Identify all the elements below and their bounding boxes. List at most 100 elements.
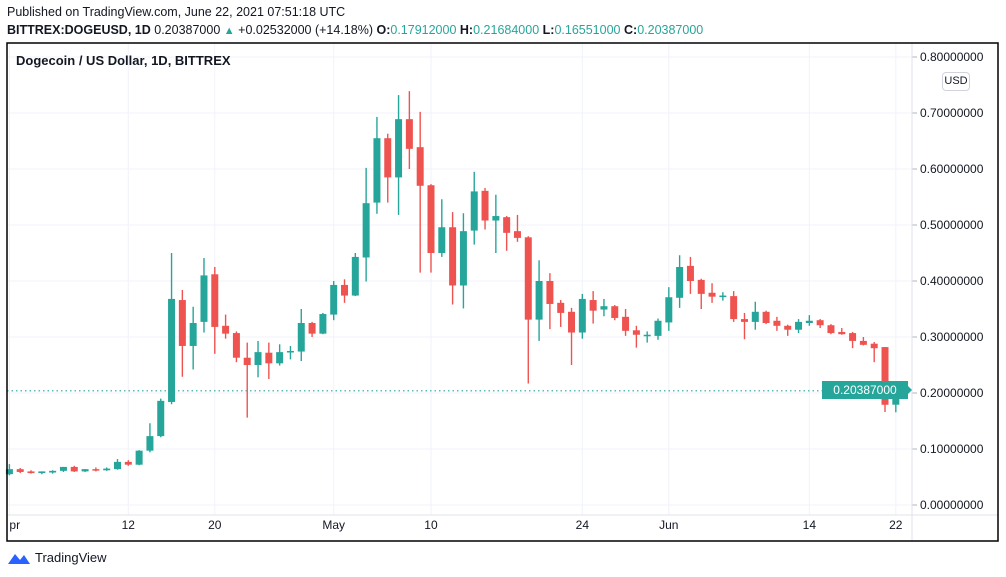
candle-down [416, 111, 424, 273]
candle-body [200, 275, 208, 322]
candle-down [481, 188, 489, 230]
candle-down [557, 300, 565, 327]
candle-body [276, 352, 284, 364]
candle-down [611, 305, 619, 321]
candle-body [70, 466, 78, 472]
candle-down [849, 331, 857, 349]
candle-down [513, 214, 521, 242]
candle-body [600, 306, 608, 310]
candle-down [622, 309, 630, 336]
candle-body [459, 231, 467, 286]
time-tick-label: 12 [122, 518, 136, 532]
price-tick-label: 0.00000000 [920, 498, 984, 512]
candle-body [708, 292, 716, 297]
price-tick-label: 0.60000000 [920, 162, 984, 176]
candle-body [27, 471, 35, 474]
candle-down [211, 267, 219, 354]
candle-body [362, 203, 370, 258]
high-label: H: [459, 23, 474, 37]
candle-body [157, 400, 165, 437]
candle-up [59, 466, 67, 472]
candle-up [254, 340, 262, 378]
candle-down [697, 278, 705, 309]
candle-body [16, 469, 24, 472]
chart-title: Dogecoin / US Dollar, 1D, BITTREX [16, 53, 231, 68]
currency-button[interactable]: USD [942, 72, 970, 91]
candle-up [189, 306, 197, 370]
candle-body [557, 302, 565, 313]
candle-body [330, 284, 338, 315]
candle-body [568, 311, 576, 333]
candle-body [859, 340, 867, 345]
candle-body [38, 471, 46, 474]
candle-body [92, 469, 100, 471]
symbol-name: BITTREX:DOGEUSD, 1D [7, 23, 151, 37]
published-info: Published on TradingView.com, June 22, 2… [7, 5, 346, 19]
price-tick-label: 0.80000000 [920, 50, 984, 64]
candle-body [265, 352, 273, 364]
candle-down [341, 279, 349, 303]
candle-up [795, 319, 803, 334]
candle-body [189, 323, 197, 346]
price-tick-label: 0.20000000 [920, 386, 984, 400]
time-tick-label: pr [9, 518, 20, 532]
candle-body [427, 185, 435, 253]
candle-body [816, 320, 824, 326]
candle-body [232, 333, 240, 358]
candle-up [351, 253, 359, 297]
candle-body [665, 297, 673, 323]
candle-body [654, 320, 662, 336]
price-tick-label: 0.40000000 [920, 274, 984, 288]
candle-body [416, 147, 424, 186]
candle-body [881, 347, 889, 405]
candle-body [124, 461, 132, 465]
candle-up [535, 260, 543, 341]
candle-body [849, 333, 857, 341]
candle-body [5, 469, 13, 475]
up-arrow-icon: ▲ [223, 25, 235, 37]
candle-up [103, 467, 111, 471]
candle-up [276, 344, 284, 366]
candle-up [470, 171, 478, 245]
candle-down [546, 273, 554, 330]
candle-body [59, 466, 67, 471]
candle-body [838, 331, 846, 335]
candle-body [546, 281, 554, 304]
candle-body [632, 330, 640, 335]
candle-body [611, 306, 619, 318]
chart-frame [6, 42, 999, 542]
price-tick-label: 0.70000000 [920, 106, 984, 120]
candle-body [578, 298, 586, 333]
price-tick-label: 0.50000000 [920, 218, 984, 232]
candle-body [524, 237, 532, 320]
brand-name: TradingView [35, 550, 107, 565]
candle-body [254, 352, 262, 365]
candle-body [319, 314, 327, 334]
candle-body [49, 470, 57, 473]
candle-down [870, 342, 878, 363]
candle-body [697, 279, 705, 294]
candle-down [384, 133, 392, 203]
candle-down [124, 460, 132, 466]
candle-down [232, 331, 240, 363]
candle-down [243, 342, 251, 418]
candle-body [676, 267, 684, 298]
candle-body [686, 265, 694, 281]
open-label: O: [376, 23, 391, 37]
candle-up [654, 318, 662, 340]
candle-body [730, 296, 738, 320]
candle-down [859, 337, 867, 346]
candle-body [719, 295, 727, 298]
candle-up [438, 199, 446, 257]
open-value: 0.17912000 [390, 23, 457, 37]
candle-body [805, 320, 813, 323]
time-tick-label: 22 [889, 518, 903, 532]
candle-down [427, 184, 435, 273]
low-value: 0.16551000 [554, 23, 621, 37]
candle-up [168, 253, 176, 405]
tradingview-logo[interactable]: TradingView [7, 550, 107, 565]
candle-up [200, 258, 208, 333]
time-tick-label: 24 [576, 518, 590, 532]
candle-up [643, 331, 651, 343]
